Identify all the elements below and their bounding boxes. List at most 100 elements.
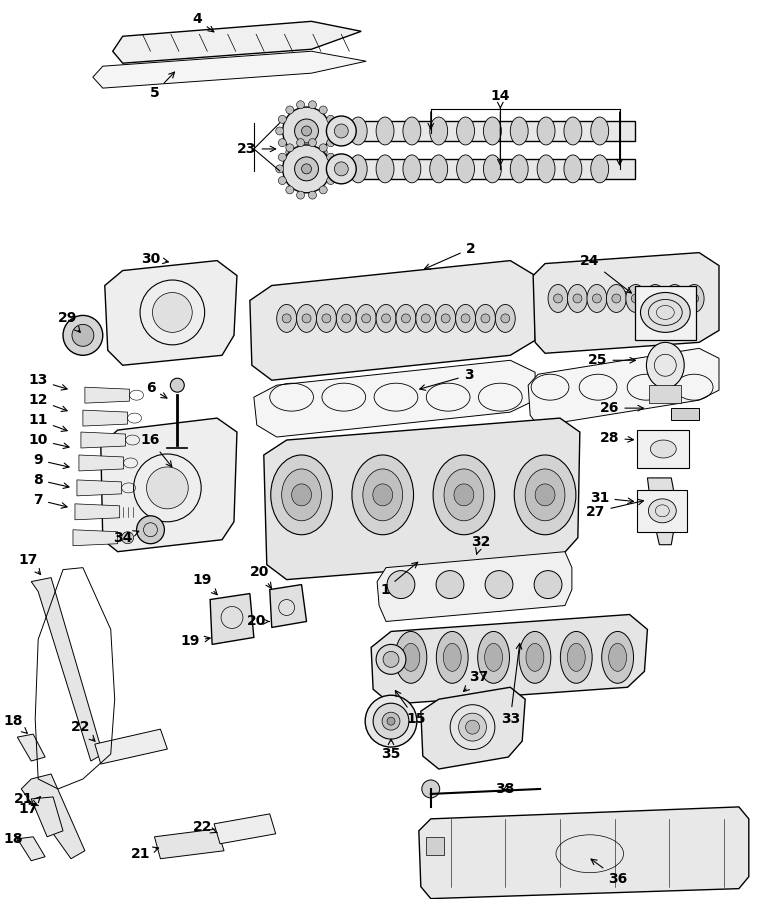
Text: 20: 20: [250, 564, 272, 589]
Bar: [634, 285, 696, 340]
Ellipse shape: [554, 294, 562, 303]
Ellipse shape: [525, 469, 565, 521]
Ellipse shape: [279, 176, 287, 184]
Ellipse shape: [276, 127, 283, 135]
Ellipse shape: [648, 499, 677, 523]
Ellipse shape: [297, 153, 305, 161]
Text: 19: 19: [181, 634, 210, 648]
Polygon shape: [75, 504, 120, 520]
Ellipse shape: [461, 314, 470, 323]
Ellipse shape: [373, 484, 392, 506]
Ellipse shape: [309, 139, 316, 147]
Text: 4: 4: [193, 13, 214, 32]
Text: 5: 5: [150, 72, 175, 100]
Ellipse shape: [282, 469, 322, 521]
Text: 38: 38: [496, 782, 515, 796]
Ellipse shape: [297, 139, 305, 147]
Bar: [297, 159, 634, 179]
Bar: [649, 385, 681, 403]
Ellipse shape: [327, 116, 356, 146]
Ellipse shape: [387, 571, 415, 598]
Ellipse shape: [606, 284, 626, 312]
Ellipse shape: [433, 455, 495, 535]
Ellipse shape: [573, 294, 582, 303]
Ellipse shape: [286, 106, 294, 114]
Polygon shape: [371, 615, 648, 704]
Ellipse shape: [441, 314, 450, 323]
Ellipse shape: [481, 314, 490, 323]
Text: 21: 21: [131, 847, 159, 860]
Ellipse shape: [466, 720, 479, 734]
Polygon shape: [31, 578, 103, 761]
Ellipse shape: [334, 124, 348, 138]
Text: 23: 23: [237, 142, 276, 156]
Ellipse shape: [136, 516, 164, 544]
Text: 25: 25: [588, 354, 636, 367]
Ellipse shape: [376, 117, 394, 145]
Ellipse shape: [396, 304, 416, 332]
Ellipse shape: [279, 139, 287, 147]
Polygon shape: [73, 530, 117, 545]
Ellipse shape: [352, 455, 413, 535]
Ellipse shape: [478, 632, 510, 683]
Ellipse shape: [279, 115, 287, 123]
Text: 33: 33: [500, 644, 521, 726]
Ellipse shape: [382, 712, 400, 730]
Ellipse shape: [485, 644, 503, 671]
Text: 12: 12: [28, 393, 67, 411]
Ellipse shape: [535, 484, 555, 506]
Ellipse shape: [323, 117, 341, 145]
Text: 31: 31: [590, 491, 633, 505]
Ellipse shape: [376, 155, 394, 183]
Text: 22: 22: [71, 720, 95, 742]
Polygon shape: [250, 261, 535, 380]
Text: 18: 18: [4, 715, 27, 733]
Polygon shape: [83, 410, 128, 426]
Ellipse shape: [334, 162, 348, 176]
Text: 16: 16: [141, 433, 171, 467]
Ellipse shape: [376, 644, 406, 674]
Text: 28: 28: [600, 431, 633, 445]
Ellipse shape: [483, 117, 501, 145]
Ellipse shape: [387, 717, 395, 725]
Polygon shape: [95, 729, 168, 764]
Ellipse shape: [651, 294, 660, 303]
Text: 14: 14: [491, 89, 510, 109]
Ellipse shape: [485, 571, 513, 598]
Ellipse shape: [301, 164, 312, 174]
Ellipse shape: [327, 115, 334, 123]
Ellipse shape: [302, 314, 311, 323]
Ellipse shape: [319, 144, 327, 152]
Polygon shape: [105, 261, 237, 365]
Ellipse shape: [511, 117, 529, 145]
Ellipse shape: [402, 644, 420, 671]
Bar: [671, 408, 699, 420]
Polygon shape: [377, 552, 572, 622]
Ellipse shape: [337, 304, 356, 332]
Polygon shape: [17, 837, 45, 860]
Ellipse shape: [459, 713, 486, 741]
Ellipse shape: [456, 117, 474, 145]
Polygon shape: [77, 480, 121, 496]
Text: 29: 29: [58, 311, 80, 332]
Ellipse shape: [286, 186, 294, 194]
Text: 21: 21: [13, 792, 38, 806]
Ellipse shape: [276, 304, 297, 332]
Ellipse shape: [647, 342, 684, 388]
Polygon shape: [210, 594, 254, 644]
Ellipse shape: [435, 304, 456, 332]
Ellipse shape: [363, 469, 402, 521]
Ellipse shape: [381, 314, 391, 323]
Text: 32: 32: [471, 535, 490, 554]
Ellipse shape: [283, 107, 330, 155]
Ellipse shape: [403, 117, 420, 145]
Text: 27: 27: [586, 500, 644, 518]
Ellipse shape: [153, 292, 193, 332]
Ellipse shape: [511, 155, 529, 183]
Text: 22: 22: [193, 820, 218, 833]
Ellipse shape: [349, 117, 367, 145]
Ellipse shape: [537, 117, 555, 145]
Ellipse shape: [327, 176, 334, 184]
Ellipse shape: [309, 101, 316, 109]
Polygon shape: [17, 734, 45, 761]
